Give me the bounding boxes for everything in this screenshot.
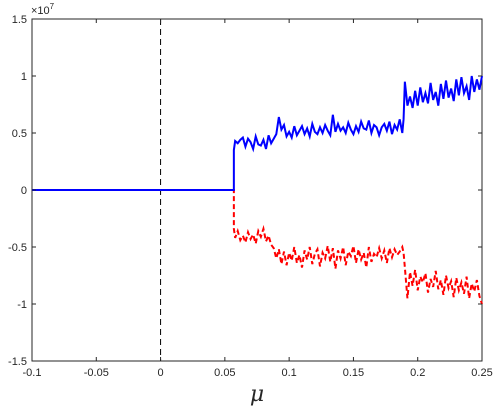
x-tick-label: 0.2	[410, 367, 425, 379]
x-tick-label: 0.25	[471, 367, 492, 379]
x-tick-label: 0.15	[343, 367, 364, 379]
y-axis-exponent: ×107	[31, 2, 55, 17]
x-axis-label: μ	[250, 382, 264, 407]
y-axis-ticks: -1.5 -1 -0.5 0 0.5 1 1.5	[8, 14, 482, 368]
x-tick-label: -0.05	[84, 367, 109, 379]
x-tick-label: 0.1	[281, 367, 296, 379]
blue-series-line	[32, 75, 483, 191]
x-tick-label: 0.05	[214, 367, 235, 379]
y-tick-label: 1	[21, 71, 27, 83]
x-tick-label: 0	[158, 367, 164, 379]
x-axis-ticks: -0.1 -0.05 0 0.05 0.1 0.15 0.2 0.25	[23, 19, 493, 379]
y-tick-label: 1.5	[12, 14, 27, 26]
y-tick-label: -1	[17, 299, 27, 311]
plot-area: -0.1 -0.05 0 0.05 0.1 0.15 0.2 0.25 -1.5 -1 -0.5 0…	[8, 2, 493, 407]
y-axis-exponent-base: ×10	[31, 5, 50, 17]
y-axis-exponent-power: 7	[50, 2, 55, 11]
x-tick-label: -0.1	[23, 367, 42, 379]
y-tick-label: -0.5	[8, 242, 27, 254]
y-tick-label: 0.5	[12, 128, 27, 140]
red-series-line	[32, 189, 483, 305]
y-tick-label: 0	[21, 185, 27, 197]
y-tick-label: -1.5	[8, 356, 27, 368]
